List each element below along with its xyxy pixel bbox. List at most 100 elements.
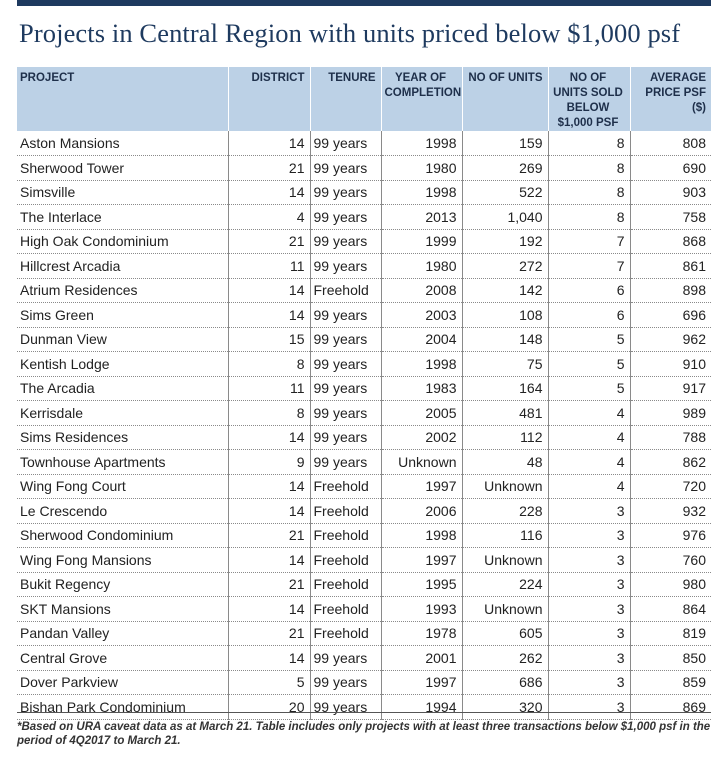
cell-district: 21 <box>227 155 310 181</box>
table-row: Dover Parkview 5 99 years 1997 686 3 859 <box>17 670 711 695</box>
cell-units-sold-below: 7 <box>547 253 630 279</box>
table-row: Sims Residences 14 99 years 2002 112 4 788 <box>17 425 711 450</box>
table-row: Bishan Park Condominium 20 99 years 1994 320… <box>17 694 711 720</box>
cell-district: 11 <box>227 253 310 279</box>
table-row: The Arcadia 11 99 years 1983 164 5 917 <box>17 376 711 401</box>
cell-tenure: 99 years <box>309 351 381 377</box>
cell-district: 21 <box>227 229 310 254</box>
footnote: *Based on URA caveat data as at March 21… <box>17 721 711 747</box>
cell-project-name: Sims Green <box>17 302 228 328</box>
cell-tenure: 99 years <box>309 400 381 426</box>
cell-average-price: 932 <box>629 498 711 524</box>
table-row: Simsville 14 99 years 1998 522 8 903 <box>17 180 711 205</box>
cell-district: 9 <box>227 449 310 475</box>
header-no-of-units: NO OF UNITS <box>461 67 548 131</box>
cell-district: 8 <box>227 351 310 377</box>
cell-year-of-completion: 1997 <box>380 670 462 695</box>
cell-average-price: 819 <box>629 621 711 646</box>
cell-tenure: 99 years <box>309 253 381 279</box>
cell-no-of-units: 148 <box>461 327 548 352</box>
cell-project-name: Pandan Valley <box>17 621 228 646</box>
cell-year-of-completion: 1980 <box>380 253 462 279</box>
cell-no-of-units: 116 <box>461 523 548 548</box>
table-body: Aston Mansions 14 99 years 1998 159 8 808 Sherw… <box>17 131 711 720</box>
cell-no-of-units: 262 <box>461 645 548 671</box>
cell-project-name: Wing Fong Mansions <box>17 547 228 573</box>
table-row: High Oak Condominium 21 99 years 1999 192 7 86… <box>17 229 711 254</box>
header-average-price: AVERAGE PRICE PSF ($) <box>629 67 711 131</box>
cell-units-sold-below: 8 <box>547 204 630 230</box>
cell-average-price: 862 <box>629 449 711 475</box>
cell-average-price: 696 <box>629 302 711 328</box>
cell-district: 20 <box>227 694 310 720</box>
table-row: Kerrisdale 8 99 years 2005 481 4 989 <box>17 400 711 426</box>
table-bottom-rule <box>17 712 711 713</box>
cell-district: 5 <box>227 670 310 695</box>
cell-project-name: Hillcrest Arcadia <box>17 253 228 279</box>
cell-project-name: Le Crescendo <box>17 498 228 524</box>
cell-average-price: 910 <box>629 351 711 377</box>
cell-no-of-units: 605 <box>461 621 548 646</box>
cell-units-sold-below: 3 <box>547 645 630 671</box>
cell-tenure: 99 years <box>309 645 381 671</box>
header-units-sold-below: NO OF UNITS SOLD BELOW $1,000 PSF <box>547 67 630 131</box>
cell-year-of-completion: 1998 <box>380 131 462 156</box>
cell-district: 14 <box>227 474 310 499</box>
cell-year-of-completion: 1995 <box>380 572 462 597</box>
cell-project-name: Sims Residences <box>17 425 228 450</box>
cell-no-of-units: 522 <box>461 180 548 205</box>
cell-average-price: 850 <box>629 645 711 671</box>
cell-district: 15 <box>227 327 310 352</box>
cell-year-of-completion: Unknown <box>380 449 462 475</box>
cell-district: 14 <box>227 302 310 328</box>
cell-average-price: 760 <box>629 547 711 573</box>
cell-average-price: 868 <box>629 229 711 254</box>
cell-no-of-units: 164 <box>461 376 548 401</box>
cell-no-of-units: 272 <box>461 253 548 279</box>
table-row: Kentish Lodge 8 99 years 1998 75 5 910 <box>17 351 711 377</box>
cell-tenure: 99 years <box>309 302 381 328</box>
cell-year-of-completion: 1999 <box>380 229 462 254</box>
table-row: Hillcrest Arcadia 11 99 years 1980 272 7 861 <box>17 253 711 279</box>
cell-units-sold-below: 3 <box>547 547 630 573</box>
cell-district: 11 <box>227 376 310 401</box>
cell-tenure: Freehold <box>309 474 381 499</box>
cell-units-sold-below: 4 <box>547 449 630 475</box>
cell-average-price: 869 <box>629 694 711 720</box>
cell-project-name: Kentish Lodge <box>17 351 228 377</box>
cell-average-price: 898 <box>629 278 711 303</box>
cell-units-sold-below: 3 <box>547 572 630 597</box>
cell-average-price: 808 <box>629 131 711 156</box>
cell-project-name: Dover Parkview <box>17 670 228 695</box>
cell-no-of-units: 108 <box>461 302 548 328</box>
cell-average-price: 976 <box>629 523 711 548</box>
cell-district: 14 <box>227 596 310 622</box>
cell-no-of-units: Unknown <box>461 596 548 622</box>
cell-year-of-completion: 2004 <box>380 327 462 352</box>
cell-project-name: Bishan Park Condominium <box>17 694 228 720</box>
cell-project-name: Kerrisdale <box>17 400 228 426</box>
cell-no-of-units: 224 <box>461 572 548 597</box>
cell-district: 14 <box>227 425 310 450</box>
cell-tenure: Freehold <box>309 498 381 524</box>
header-district: DISTRICT <box>227 67 310 131</box>
cell-average-price: 720 <box>629 474 711 499</box>
cell-average-price: 859 <box>629 670 711 695</box>
cell-average-price: 989 <box>629 400 711 426</box>
cell-project-name: Atrium Residences <box>17 278 228 303</box>
header-year-of-completion: YEAR OF COMPLETION <box>380 67 462 131</box>
cell-average-price: 903 <box>629 180 711 205</box>
cell-year-of-completion: 1997 <box>380 474 462 499</box>
cell-tenure: 99 years <box>309 449 381 475</box>
cell-tenure: Freehold <box>309 621 381 646</box>
cell-project-name: Wing Fong Court <box>17 474 228 499</box>
table-row: Townhouse Apartments 9 99 years Unknown 48 4 8… <box>17 449 711 475</box>
cell-year-of-completion: 1994 <box>380 694 462 720</box>
cell-year-of-completion: 1998 <box>380 180 462 205</box>
cell-no-of-units: 320 <box>461 694 548 720</box>
cell-tenure: 99 years <box>309 204 381 230</box>
top-accent-bar <box>17 0 711 6</box>
cell-average-price: 980 <box>629 572 711 597</box>
cell-average-price: 864 <box>629 596 711 622</box>
cell-units-sold-below: 8 <box>547 131 630 156</box>
